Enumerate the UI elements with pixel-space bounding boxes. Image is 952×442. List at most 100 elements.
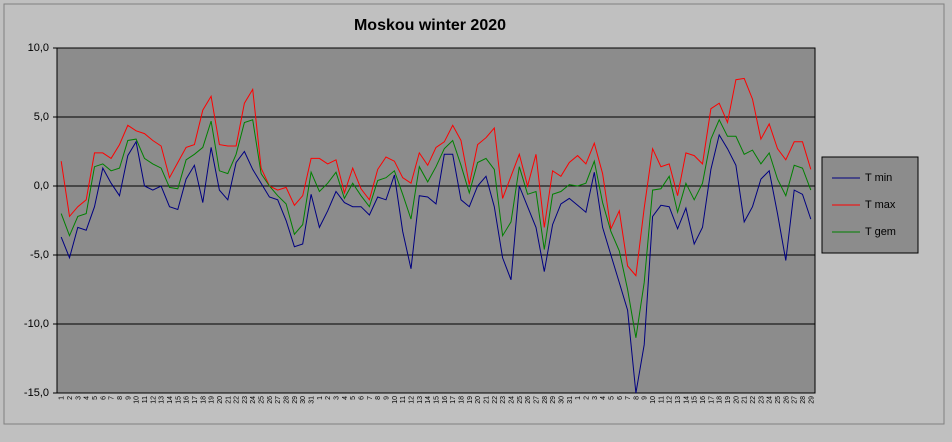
x-tick-label: 20 <box>217 396 224 404</box>
y-tick-label: -10,0 <box>24 318 49 330</box>
x-tick-label: 31 <box>567 396 574 404</box>
x-tick-label: 11 <box>658 396 665 403</box>
x-tick-label: 20 <box>733 396 740 404</box>
x-tick-label: 21 <box>742 396 749 404</box>
x-tick-label: 1 <box>59 396 66 400</box>
x-tick-label: 6 <box>359 396 366 400</box>
x-tick-label: 17 <box>450 396 457 404</box>
x-tick-label: 26 <box>783 396 790 404</box>
x-tick-label: 16 <box>184 396 191 404</box>
x-tick-label: 5 <box>608 396 615 400</box>
y-tick-label: -15,0 <box>24 387 49 399</box>
x-tick-label: 30 <box>558 396 565 404</box>
x-tick-label: 26 <box>525 396 532 404</box>
x-tick-label: 21 <box>483 396 490 404</box>
x-tick-label: 24 <box>767 396 774 404</box>
x-tick-label: 13 <box>417 396 424 404</box>
x-tick-label: 25 <box>517 396 524 404</box>
x-tick-label: 23 <box>758 396 765 404</box>
series-line <box>60 118 812 338</box>
x-tick-label: 15 <box>175 396 182 404</box>
x-tick-label: 6 <box>100 396 107 400</box>
x-tick-label: 29 <box>550 396 557 404</box>
x-tick-label: 7 <box>625 396 632 400</box>
x-tick-label: 28 <box>284 396 291 404</box>
x-tick-label: 12 <box>150 396 157 404</box>
x-tick-label: 19 <box>725 396 732 404</box>
x-tick-label: 13 <box>675 396 682 404</box>
x-tick-label: 23 <box>242 396 249 404</box>
x-tick-label: 24 <box>508 396 515 404</box>
x-tick-label: 13 <box>159 396 166 404</box>
x-tick-label: 20 <box>475 396 482 404</box>
x-tick-label: 22 <box>492 396 499 404</box>
x-tick-label: 10 <box>650 396 657 404</box>
series-line <box>60 133 812 394</box>
x-tick-label: 18 <box>717 396 724 404</box>
x-tick-label: 28 <box>542 396 549 404</box>
legend-label: T min <box>865 172 892 184</box>
x-tick-label: 11 <box>400 396 407 403</box>
y-tick-label: 10,0 <box>28 42 49 54</box>
legend-label: T max <box>865 199 896 211</box>
x-tick-label: 18 <box>458 396 465 404</box>
x-tick-label: 22 <box>750 396 757 404</box>
y-tick-label: 0,0 <box>34 180 49 192</box>
x-tick-label: 5 <box>350 396 357 400</box>
x-tick-label: 12 <box>667 396 674 404</box>
x-tick-label: 29 <box>292 396 299 404</box>
series-line <box>60 77 812 277</box>
x-tick-label: 31 <box>309 396 316 404</box>
x-tick-label: 10 <box>392 396 399 404</box>
x-tick-label: 4 <box>84 396 91 400</box>
x-tick-label: 15 <box>434 396 441 404</box>
x-tick-label: 2 <box>325 396 332 400</box>
x-tick-label: 15 <box>692 396 699 404</box>
x-tick-label: 9 <box>125 396 132 400</box>
x-tick-label: 29 <box>808 396 815 404</box>
x-tick-label: 1 <box>575 396 582 400</box>
x-tick-label: 27 <box>275 396 282 404</box>
x-tick-label: 4 <box>600 396 607 400</box>
y-tick-label: -5,0 <box>30 249 49 261</box>
x-tick-label: 18 <box>200 396 207 404</box>
x-tick-label: 3 <box>75 396 82 400</box>
x-tick-label: 21 <box>225 396 232 404</box>
x-tick-label: 14 <box>167 396 174 404</box>
x-tick-label: 19 <box>467 396 474 404</box>
x-tick-label: 22 <box>234 396 241 404</box>
x-tick-label: 1 <box>317 396 324 400</box>
x-tick-label: 9 <box>642 396 649 400</box>
x-tick-label: 17 <box>192 396 199 404</box>
x-tick-label: 10 <box>134 396 141 404</box>
x-tick-label: 23 <box>500 396 507 404</box>
x-tick-label: 16 <box>442 396 449 404</box>
x-tick-label: 5 <box>92 396 99 400</box>
chart-title: Moskou winter 2020 <box>354 17 506 34</box>
x-tick-label: 27 <box>792 396 799 404</box>
x-tick-label: 4 <box>342 396 349 400</box>
x-tick-label: 8 <box>117 396 124 400</box>
x-tick-label: 3 <box>592 396 599 400</box>
plot-area <box>56 47 816 394</box>
x-tick-label: 27 <box>533 396 540 404</box>
x-tick-label: 28 <box>800 396 807 404</box>
x-tick-label: 14 <box>683 396 690 404</box>
x-tick-label: 24 <box>250 396 257 404</box>
x-tick-label: 14 <box>425 396 432 404</box>
x-tick-label: 26 <box>267 396 274 404</box>
x-tick-label: 19 <box>209 396 216 404</box>
x-tick-label: 16 <box>700 396 707 404</box>
x-tick-label: 7 <box>367 396 374 400</box>
x-tick-label: 12 <box>409 396 416 404</box>
y-tick-label: 5,0 <box>34 111 49 123</box>
x-tick-label: 2 <box>67 396 74 400</box>
x-tick-label: 6 <box>617 396 624 400</box>
x-tick-label: 8 <box>633 396 640 400</box>
x-tick-label: 30 <box>300 396 307 404</box>
x-tick-label: 8 <box>375 396 382 400</box>
x-tick-label: 3 <box>334 396 341 400</box>
x-tick-label: 2 <box>583 396 590 400</box>
